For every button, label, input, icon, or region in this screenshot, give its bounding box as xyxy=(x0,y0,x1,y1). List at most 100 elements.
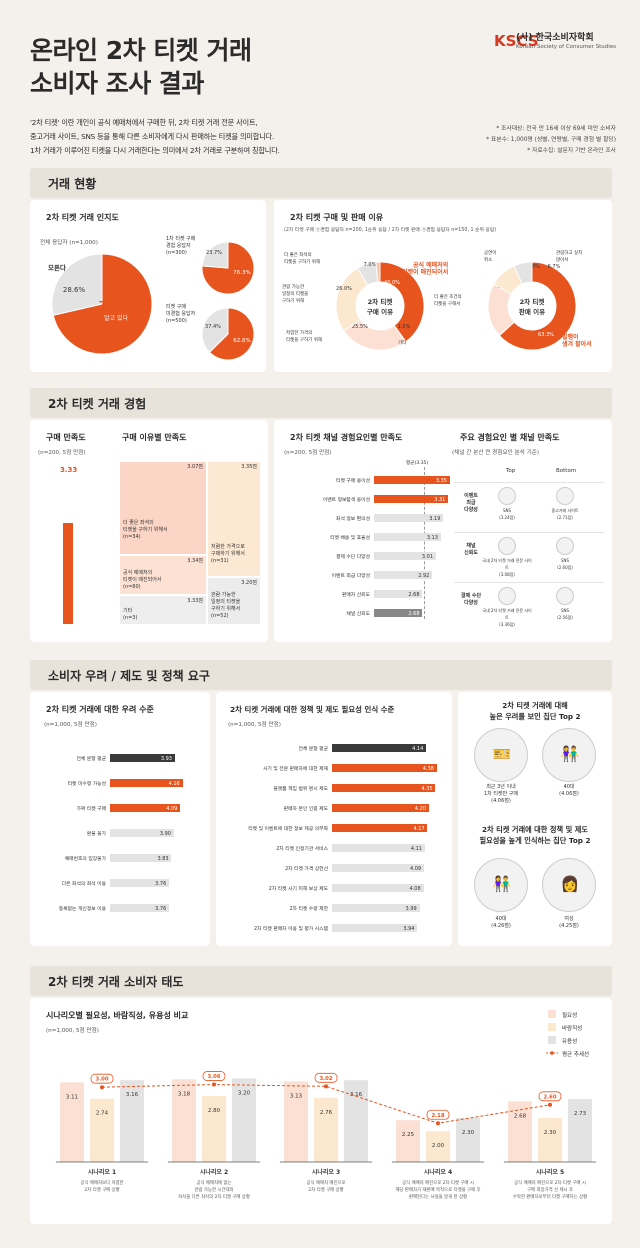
channel-value: 3.19 xyxy=(429,515,441,522)
legend-swatch-0 xyxy=(548,1010,556,1018)
reason-value-1-3: 6.7% xyxy=(548,264,561,270)
section-header-attitude: 2차 티켓 거래 소비자 태도 xyxy=(30,966,612,996)
attitude-value-4-2: 2.73 xyxy=(574,1111,587,1117)
main-top-label: Top xyxy=(506,468,516,474)
concern-bar xyxy=(110,804,181,812)
scenario-desc-3-0: 공식 예매처 매진으로 2차 티켓 구매 시 xyxy=(402,1179,474,1186)
nobuy-known-value: 62.6% xyxy=(233,338,250,344)
policy-bar xyxy=(332,824,428,832)
top2-panel: 2차 티켓 거래에 대해 높은 우려를 보인 집단 Top 2 🎫 👫 최근 3년… xyxy=(458,692,612,946)
attitude-title: 시나리오별 필요성, 바람직성, 유용성 비교 xyxy=(42,1011,192,1022)
awareness-slice-1-1 xyxy=(201,241,229,269)
group-icon-female: 👩 xyxy=(542,858,596,912)
channel-label: 티켓 배송 및 효율성 xyxy=(330,536,370,541)
policy-bar xyxy=(332,784,436,792)
attitude-value-2-0: 3.13 xyxy=(290,1093,303,1099)
woman-icon: 👩 xyxy=(560,875,580,893)
concern-value: 3.93 xyxy=(160,755,172,762)
channel-label: 채널 신뢰도 xyxy=(346,612,370,617)
concern-title: 2차 티켓 거래에 대한 우려 수준 xyxy=(43,705,157,716)
concern-value: 4.16 xyxy=(168,780,180,787)
policy-panel: 2차 티켓 거래에 대한 정책 및 제도 필요성 인식 수준 (n=1,000,… xyxy=(216,692,452,946)
group-icon-40s-a: 👫 xyxy=(542,728,596,782)
channel-label: 결제 수단 다양성 xyxy=(336,555,370,560)
channel-label: 판매자 신뢰도 xyxy=(341,593,370,598)
bottom-channel-label: 중고거래 사이트 (2.71점) xyxy=(551,508,579,520)
couple-icon: 👫 xyxy=(492,875,512,893)
page-title: 온라인 2차 티켓 거래 소비자 조사 결과 xyxy=(30,36,252,98)
policy-value: 3.94 xyxy=(403,925,415,932)
policy-label: 2차 티켓 인정기관 서비스 xyxy=(276,847,328,852)
main-factor-title: 주요 경험요인 별 채널 만족도 xyxy=(456,433,563,444)
policy-group-2: 여성 (4.25점) xyxy=(559,916,579,929)
experience-right-panel: 2차 티켓 채널 경험요인별 만족도 (n=200, 5점 만점) 평균(3.3… xyxy=(274,420,612,642)
reason-center-1-1: 2차 티켓 xyxy=(520,297,545,306)
attitude-value-0-1: 2.74 xyxy=(96,1111,109,1117)
bottom-channel-icon xyxy=(556,587,574,605)
legend-label-0: 필요성 xyxy=(562,1011,577,1019)
concern-bar xyxy=(110,879,170,887)
channel-value: 2.68 xyxy=(408,610,420,617)
concern-label: 가짜 티켓 구매 xyxy=(76,807,106,812)
buy-reason-label-schedule: 관람 가능한 일정의 티켓을 구하기 위해 xyxy=(282,285,309,304)
channel-value: 3.01 xyxy=(421,553,434,560)
reason-value-0-4: 1.5% xyxy=(398,324,411,330)
policy-bar xyxy=(332,804,429,812)
buy-reason-label-price: 저렴한 가격의 티켓을 구하기 위해 xyxy=(286,331,322,343)
policy-group-1: 40대 (4.26점) xyxy=(491,916,511,929)
satis-title: 구매 만족도 xyxy=(43,433,89,444)
concern-value: 3.76 xyxy=(155,880,167,887)
sell-reason-label-better: 더 좋은 조건의 티켓을 구해서 xyxy=(434,295,462,307)
avg-badge-4 xyxy=(538,1091,562,1102)
channel-value: 3.13 xyxy=(426,534,438,541)
buy-known-value: 76.3% xyxy=(233,270,250,276)
avg-value-2: 3.02 xyxy=(319,1076,332,1082)
concern-bar xyxy=(110,904,170,912)
policy-label: 사기 및 전문 판매자에 대한 제재 xyxy=(263,767,328,772)
experience-left-panel: 구매 만족도 (n=200, 5점 만점) 3.33 구매 이유별 만족도 3.… xyxy=(30,420,268,642)
reason-value-0-0: 40.0% xyxy=(384,280,400,286)
attitude-bar-3-1 xyxy=(426,1131,450,1162)
ticket-icon: 🎫 xyxy=(492,745,512,763)
reason-value-1-0: 63.3% xyxy=(538,332,554,338)
legend-label-3: 평균 추세선 xyxy=(562,1050,589,1058)
avg-value-4: 2.60 xyxy=(543,1094,556,1100)
attitude-value-2-2: 3.16 xyxy=(350,1092,363,1098)
awareness-slice-2-1 xyxy=(201,307,229,353)
reasons-panel: 2차 티켓 구매 및 판매 이유 (2차 티켓 구매 ⓝ경험 응답자 n=200… xyxy=(274,200,612,372)
policy-label: 2차 티켓 사기 피해 보상 제도 xyxy=(268,887,328,892)
channel-label: 이벤트 정보탐색 용이성 xyxy=(322,498,370,503)
concern-sub: (n=1,000, 5점 만점) xyxy=(44,722,97,728)
policy-label: 플랫폼 책임 범위 명시 제도 xyxy=(273,787,328,792)
scenario-desc-2-0: 공식 예매처 매진으로 xyxy=(306,1179,345,1186)
main-factor-row: 이벤트 최급 다양성 SNS (3.24점) 중고거래 사이트 (2.71점) xyxy=(454,482,604,528)
attitude-bar-0-1 xyxy=(90,1098,114,1162)
channel-label: 좌석 정보 편의성 xyxy=(336,517,370,522)
concern-label: 환불 불가 xyxy=(86,832,106,837)
channel-avg-label: 평균(3.35) xyxy=(406,461,429,466)
reason-value-0-3: 7.0% xyxy=(364,262,377,268)
awareness-unknown-value: 28.6% xyxy=(63,286,86,294)
nobuy-group-label: 티켓 구매 미경험 응답자 (n=500) xyxy=(166,304,196,324)
attitude-bar-0-2 xyxy=(120,1080,144,1162)
sell-reason-label-cancel: 공연이 취소 xyxy=(484,251,497,263)
avg-point-1 xyxy=(212,1082,216,1087)
policy-bar xyxy=(332,924,418,932)
awareness-known-value: 71.4% xyxy=(99,300,134,311)
attitude-bar-3-2 xyxy=(456,1118,480,1162)
avg-value-3: 2.18 xyxy=(431,1113,444,1119)
policy-bar xyxy=(332,864,424,872)
intro-text: '2차 티켓' 이란 개인이 공식 예매처에서 구매한 뒤, 2차 티켓 거래 … xyxy=(30,118,280,155)
buy-group-label: 1차 티켓 구매 경험 응답자 (n=300) xyxy=(166,236,196,256)
attitude-value-3-2: 2.30 xyxy=(462,1130,475,1136)
reason-center-0-2: 구매 이유 xyxy=(367,307,393,316)
attitude-value-1-0: 3.18 xyxy=(178,1091,191,1097)
avg-point-2 xyxy=(324,1084,328,1089)
policy-value: 4.38 xyxy=(422,765,434,772)
concern-group-1: 최근 3년 이내 1차 티켓만 구매 (4.06점) xyxy=(484,784,518,804)
reason-slice-1-0 xyxy=(498,261,577,351)
top-channel-label: 국내 2차 티켓 거래 전문 사이트 (3.08점) xyxy=(482,558,532,577)
scenario-desc-1-1: 관람 가능한 시간대의 xyxy=(194,1186,233,1193)
concern-label: 예매번호의 입장불가 xyxy=(64,857,106,862)
legend-trend-dot xyxy=(550,1051,554,1055)
